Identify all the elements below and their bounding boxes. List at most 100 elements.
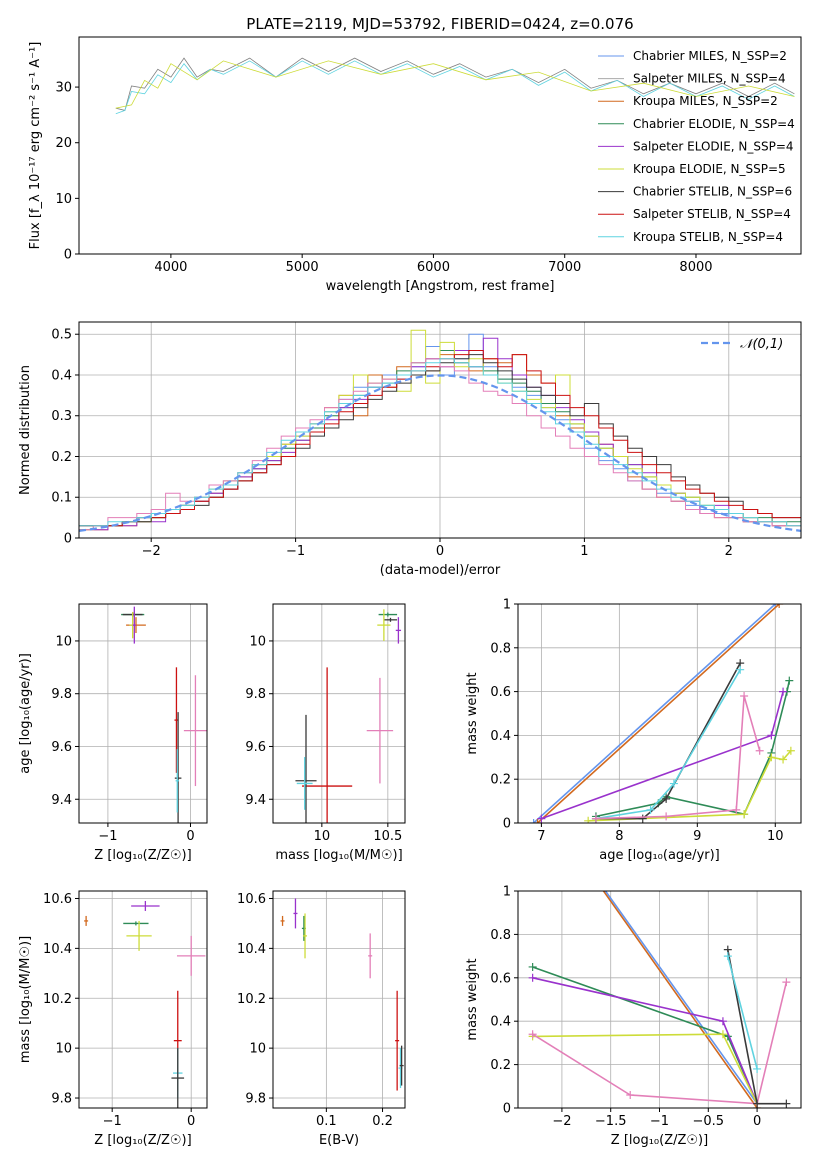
plot-area <box>528 891 791 1108</box>
y-tick-label: 10.6 <box>237 892 266 907</box>
data-point <box>584 816 593 823</box>
y-tick-label: 0 <box>503 817 511 832</box>
data-point <box>718 1017 727 1026</box>
gaussian-curve <box>79 374 801 532</box>
x-axis-label: (data-model)/error <box>380 563 501 578</box>
y-axis-label: Normed distribution <box>18 365 33 495</box>
data-point <box>295 714 317 823</box>
data-point <box>126 920 152 951</box>
weight-series <box>604 891 758 1105</box>
x-tick-label: −2 <box>142 544 161 559</box>
weight-series <box>602 891 758 1108</box>
weight-series <box>595 680 791 818</box>
panel-mass-vs-Z: −1 0 9.8 10 10.2 10.4 10.6 Z [log₁₀(Z/Z☉)] mass … <box>18 890 208 1148</box>
x-tick-label: 10.5 <box>373 829 402 844</box>
y-tick-label: 9.8 <box>51 687 72 702</box>
y-tick-label: 0.6 <box>490 971 511 986</box>
y-axis-label: age [log₁₀(age/yr)] <box>18 653 33 774</box>
weight-series <box>532 981 788 1105</box>
plot-area <box>79 329 801 532</box>
weight-series <box>532 977 758 1105</box>
y-tick-label: 0.2 <box>490 1058 511 1073</box>
y-tick-label: 9.8 <box>51 1092 72 1107</box>
plot-area <box>115 57 795 115</box>
weight-series <box>588 750 792 822</box>
data-point <box>723 952 732 961</box>
x-tick-label: 1 <box>580 544 588 559</box>
data-point <box>171 1048 185 1108</box>
data-point <box>395 617 402 644</box>
data-point <box>775 604 784 608</box>
axes-frame <box>78 890 208 1109</box>
x-tick-label: −1 <box>103 1114 122 1129</box>
y-tick-label: 0.4 <box>51 368 72 383</box>
data-point <box>528 1030 537 1039</box>
spectrum-series <box>115 57 795 111</box>
plot-area <box>280 898 404 1091</box>
y-tick-label: 9.4 <box>51 793 72 808</box>
legend-label: Salpeter MILES, N_SSP=4 <box>633 72 786 86</box>
data-point <box>296 757 313 810</box>
x-tick-label: 6000 <box>417 260 450 275</box>
axes-frame <box>517 603 802 824</box>
x-tick-label: 7 <box>537 829 545 844</box>
y-tick-label: 0.1 <box>51 491 72 506</box>
data-point <box>528 962 537 971</box>
x-tick-label: 0.2 <box>372 1114 393 1129</box>
spectrum-series <box>115 60 795 115</box>
data-point <box>131 900 160 911</box>
data-point <box>591 814 600 823</box>
x-axis-label: Z [log₁₀(Z/Z☉)] <box>94 848 191 863</box>
y-tick-label: 0.6 <box>490 685 511 700</box>
data-point <box>302 667 353 823</box>
data-point <box>176 935 206 976</box>
panel-spectrum: 4000 5000 6000 7000 8000 0 10 20 30 wavelength [A… <box>28 15 802 294</box>
x-tick-label: 10 <box>314 829 331 844</box>
data-point <box>740 810 749 819</box>
x-axis-label: Z [log₁₀(Z/Z☉)] <box>94 1133 191 1148</box>
data-point <box>736 665 745 674</box>
plot-area <box>295 609 402 823</box>
data-point <box>175 749 179 813</box>
data-point <box>377 609 391 641</box>
x-tick-label: 0 <box>186 829 194 844</box>
y-tick-label: 10.4 <box>237 942 266 957</box>
x-tick-label: −1 <box>650 1114 669 1129</box>
y-tick-label: 1 <box>503 598 511 613</box>
y-tick-label: 0.4 <box>490 729 511 744</box>
data-point <box>767 753 776 762</box>
y-tick-label: 10 <box>55 1042 72 1057</box>
x-tick-label: 2 <box>725 544 733 559</box>
panel-age-vs-Z: −1 0 9.4 9.6 9.8 10 Z [log₁₀(Z/Z☉)] age [log₁₀(… <box>18 603 208 863</box>
plot-area <box>84 900 206 1108</box>
y-tick-label: 9.8 <box>245 1092 266 1107</box>
legend-label: Kroupa ELODIE, N_SSP=5 <box>633 162 786 176</box>
data-point <box>537 814 546 823</box>
data-point <box>753 1064 762 1073</box>
y-tick-label: 0.8 <box>490 928 511 943</box>
legend-label: Chabrier MILES, N_SSP=2 <box>633 49 787 63</box>
data-point <box>755 746 764 755</box>
data-point <box>638 814 647 823</box>
legend-label: Salpeter STELIB, N_SSP=4 <box>633 207 791 221</box>
y-tick-label: 0 <box>503 1102 511 1117</box>
data-point <box>378 612 398 617</box>
y-tick-label: 0.2 <box>490 773 511 788</box>
data-point <box>399 1045 404 1086</box>
x-tick-label: 7000 <box>548 260 581 275</box>
x-axis-label: E(B-V) <box>319 1133 359 1148</box>
data-point <box>529 819 538 823</box>
data-point <box>303 913 308 959</box>
data-point <box>662 794 671 803</box>
panel-age-vs-mass: 10 10.5 9.4 9.6 9.8 10 mass [log₁₀(M/M☉)] <box>245 603 406 863</box>
y-tick-label: 0.5 <box>51 328 72 343</box>
y-axis-label: mass [log₁₀(M/M☉)] <box>18 936 33 1063</box>
x-tick-label: −1 <box>286 544 305 559</box>
plot-area <box>121 606 207 823</box>
legend-label: Chabrier STELIB, N_SSP=6 <box>633 185 792 199</box>
data-point <box>280 915 285 926</box>
axes-frame <box>272 890 406 1109</box>
x-tick-label: 0 <box>187 1114 195 1129</box>
data-point <box>779 755 788 764</box>
data-point <box>132 606 136 644</box>
